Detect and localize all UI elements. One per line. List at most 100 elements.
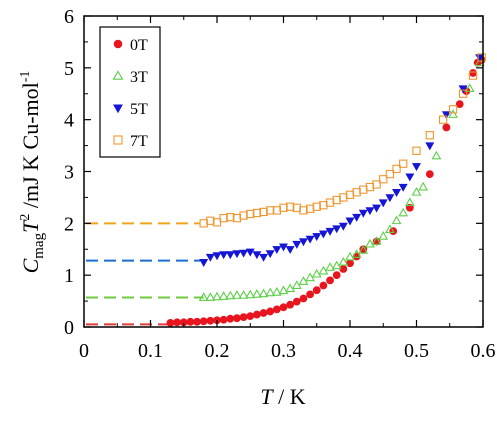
y-axis-label-sup2: -1 — [18, 71, 33, 83]
point-7T — [299, 206, 308, 215]
point-0T — [425, 170, 434, 178]
point-0T — [442, 123, 451, 132]
y-tick-label: 2 — [64, 213, 74, 235]
point-3T — [238, 290, 249, 299]
y-tick-label: 3 — [64, 162, 74, 184]
point-5T — [385, 194, 395, 203]
point-3T — [378, 231, 389, 240]
point-0T — [199, 317, 208, 326]
point-7T — [332, 195, 341, 205]
point-0T — [292, 297, 301, 306]
point-5T — [392, 189, 402, 197]
point-3T — [338, 256, 349, 266]
point-3T — [218, 291, 229, 300]
tick-labels: 0 0.1 0.2 0.3 0.4 0.5 0.6 0 1 2 3 4 5 6 — [64, 6, 496, 362]
point-5T — [298, 238, 308, 247]
point-5T — [265, 250, 275, 259]
point-7T — [339, 193, 348, 202]
point-5T — [259, 253, 269, 262]
point-0T — [332, 271, 341, 280]
point-3T — [404, 197, 415, 207]
point-3T — [331, 260, 342, 270]
y-tick-label: 1 — [64, 265, 74, 287]
point-0T — [186, 317, 195, 326]
point-7T — [272, 206, 281, 215]
point-7T — [385, 169, 395, 179]
x-tick-label: 0.3 — [271, 340, 296, 362]
extrapolation-lines — [86, 222, 204, 326]
point-3T — [271, 287, 282, 296]
point-7T — [345, 190, 355, 199]
point-3T — [398, 207, 409, 217]
point-0T — [206, 316, 215, 325]
point-5T — [285, 246, 295, 255]
x-axis-label-unit: / K — [273, 384, 306, 409]
point-3T — [225, 290, 236, 300]
point-5T — [365, 207, 375, 216]
y-axis-label-sup: 2 — [18, 214, 33, 221]
point-7T — [359, 185, 368, 194]
point-0T — [279, 303, 288, 312]
point-0T — [469, 69, 477, 77]
point-3T — [318, 265, 329, 275]
point-3T — [474, 57, 485, 67]
point-5T — [272, 246, 282, 255]
x-axis-label: T / K — [260, 384, 305, 409]
y-tick-label: 4 — [64, 110, 74, 132]
point-5T — [325, 227, 335, 236]
point-0T — [312, 286, 321, 295]
point-3T — [358, 245, 369, 254]
y-axis-label-c: C — [18, 258, 43, 273]
point-5T — [332, 225, 342, 234]
point-5T — [458, 85, 468, 94]
point-7T — [412, 146, 421, 155]
legend-label-3T: 3T — [130, 69, 148, 86]
point-5T — [252, 251, 262, 260]
point-0T — [326, 276, 334, 285]
point-3T — [311, 268, 322, 278]
point-3T — [285, 283, 296, 293]
y-tick-label: 5 — [64, 58, 74, 80]
point-3T — [431, 150, 442, 160]
point-5T — [358, 209, 368, 218]
point-5T — [372, 204, 382, 213]
legend-label-7T: 7T — [130, 133, 148, 150]
legend-marker-3T — [112, 70, 124, 80]
x-tick-label: 0.4 — [338, 340, 363, 362]
y-tick-label: 0 — [64, 317, 74, 339]
y-axis-label: CmagT2 /mJ K Cu-mol-1 — [18, 71, 47, 274]
x-tick-label: 0 — [79, 340, 89, 362]
legend-label-0T: 0T — [130, 37, 148, 54]
x-tick-label: 0.5 — [404, 340, 429, 362]
y-axis-label-unit: /mJ K Cu-mol — [18, 82, 43, 213]
x-tick-label: 0.6 — [471, 340, 496, 362]
point-5T — [345, 217, 355, 226]
point-7T — [468, 71, 478, 80]
point-0T — [246, 312, 255, 321]
point-3T — [278, 285, 289, 295]
point-0T — [233, 314, 241, 323]
point-5T — [212, 252, 222, 261]
point-3T — [245, 289, 256, 299]
point-5T — [305, 235, 315, 244]
point-5T — [412, 163, 421, 172]
point-0T — [455, 100, 464, 109]
point-7T — [392, 164, 401, 174]
point-3T — [411, 186, 422, 196]
point-5T — [378, 199, 388, 208]
point-3T — [325, 262, 335, 271]
legend-marker-0T — [113, 39, 123, 49]
point-5T — [232, 250, 242, 259]
point-0T — [299, 294, 308, 303]
point-5T — [239, 249, 249, 258]
legend: 0T 3T 5T 7T — [99, 26, 161, 158]
point-7T — [372, 180, 381, 189]
point-7T — [477, 53, 486, 62]
point-3T — [464, 83, 475, 92]
point-5T — [312, 233, 322, 242]
point-5T — [205, 253, 215, 262]
point-0T — [286, 300, 295, 309]
point-7T — [305, 204, 315, 213]
point-3T — [365, 238, 375, 248]
